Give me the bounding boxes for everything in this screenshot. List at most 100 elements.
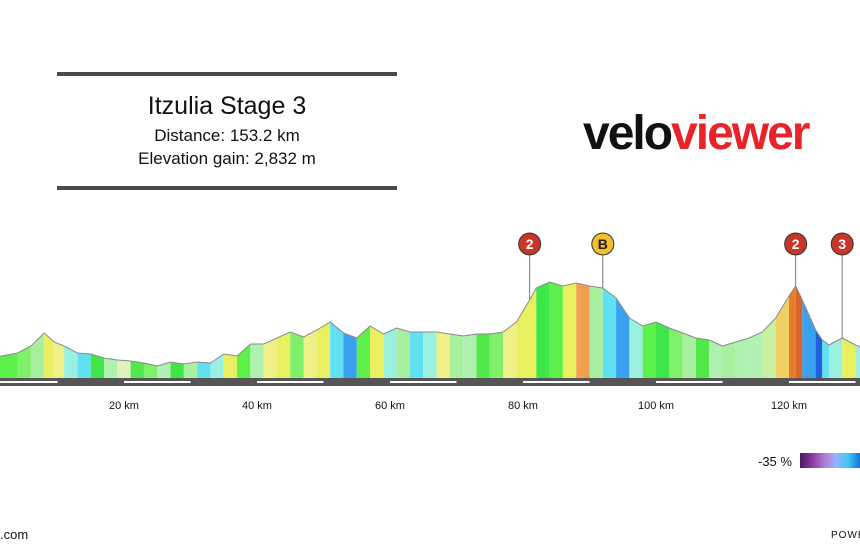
distance-stripe (257, 381, 324, 383)
profile-segment (90, 354, 105, 378)
profile-segment (616, 298, 630, 378)
climb-marker-label: B (598, 236, 608, 252)
profile-segment (210, 354, 224, 378)
climb-marker-badge (830, 232, 854, 256)
x-tick-label: 80 km (508, 400, 538, 412)
profile-segment (682, 333, 696, 378)
climb-marker-badge (784, 232, 808, 256)
veloviewer-logo[interactable]: veloviewer (583, 104, 810, 164)
profile-segment (629, 318, 643, 378)
profile-segment (762, 318, 776, 378)
profile-segment (250, 344, 264, 378)
profile-segment (822, 340, 829, 378)
profile-segment (775, 296, 789, 378)
profile-segment (54, 342, 65, 378)
stage-info-box: Itzulia Stage 3 Distance: 153.2 km Eleva… (57, 72, 397, 190)
climb-marker-label: 2 (792, 236, 800, 252)
top-divider (57, 72, 397, 76)
gradient-legend-min-label: -35 % (758, 454, 792, 469)
profile-segment (476, 334, 490, 378)
profile-segment (356, 326, 371, 378)
profile-segment (855, 345, 860, 378)
profile-segment (576, 283, 590, 378)
profile-segment (343, 333, 357, 378)
distance-stripe (656, 381, 723, 383)
climb-marker-badge (518, 232, 542, 256)
profile-segment (828, 338, 843, 378)
elevation-gain-label: Elevation gain: 2,832 m (138, 149, 316, 168)
profile-segment (722, 342, 736, 378)
profile-segment (842, 338, 856, 378)
profile-segment (656, 322, 670, 378)
profile-segment (64, 346, 78, 378)
profile-segment (463, 334, 477, 378)
stage-title: Itzulia Stage 3 (147, 92, 307, 120)
profile-segment (789, 286, 796, 378)
profile-segment (669, 328, 683, 378)
profile-segment (0, 353, 18, 378)
profile-segment (197, 362, 211, 378)
profile-segment (316, 322, 331, 378)
profile-segment (749, 332, 763, 378)
profile-segment (223, 354, 238, 378)
profile-segment (303, 330, 317, 378)
profile-segment (157, 362, 171, 378)
x-tick-label: 60 km (375, 400, 405, 412)
profile-segment (370, 326, 384, 378)
footer-domain[interactable]: .com (0, 527, 29, 542)
profile-segment (642, 322, 656, 378)
distance-label: Distance: 153.2 km (154, 126, 300, 145)
profile-segment (423, 332, 437, 378)
logo-part-velo: velo (583, 107, 673, 160)
x-tick-label: 40 km (242, 400, 272, 412)
profile-segment (503, 322, 517, 378)
gradient-legend-bar (800, 453, 860, 468)
profile-segment (183, 362, 198, 378)
profile-segment (536, 282, 550, 378)
distance-stripe (523, 381, 590, 383)
distance-stripe (124, 381, 191, 383)
climb-marker-label: 3 (838, 236, 846, 252)
distance-stripe (0, 381, 58, 383)
profile-segment (695, 338, 710, 378)
profile-segment (330, 322, 344, 378)
climb-marker-badge (591, 232, 615, 256)
profile-segment (449, 334, 464, 378)
profile-segment (263, 338, 277, 378)
profile-segment (383, 328, 397, 378)
x-tick-label: 20 km (109, 400, 139, 412)
profile-segment (30, 333, 45, 378)
profile-segment (130, 361, 144, 378)
climb-marker-label: 2 (526, 236, 534, 252)
footer-powered-by: POWE (831, 530, 860, 541)
profile-segment (77, 353, 91, 378)
distance-stripe (390, 381, 457, 383)
profile-segment (589, 286, 603, 378)
profile-segment (170, 362, 184, 378)
profile-segment (143, 363, 158, 378)
x-tick-label: 120 km (771, 400, 807, 412)
profile-segment (396, 328, 410, 378)
profile-segment (815, 330, 823, 378)
x-tick-label: 100 km (638, 400, 674, 412)
profile-segment (802, 300, 816, 378)
profile-segment (104, 358, 118, 378)
profile-segment (237, 344, 251, 378)
bottom-divider (57, 186, 397, 190)
profile-segment (436, 332, 450, 378)
profile-segment (735, 338, 750, 378)
profile-segment (529, 288, 537, 378)
logo-part-viewer: viewer (671, 107, 810, 160)
distance-stripe (789, 381, 856, 383)
profile-segment (549, 282, 563, 378)
profile-segment (276, 332, 291, 378)
profile-segment (562, 283, 577, 378)
profile-segment (44, 333, 55, 378)
profile-segment (117, 360, 131, 378)
profile-segment (516, 300, 530, 378)
profile-segment (290, 332, 304, 378)
profile-segment (709, 340, 723, 378)
profile-segment (17, 346, 31, 378)
profile-segment (795, 286, 803, 378)
profile-outline (0, 281, 860, 367)
